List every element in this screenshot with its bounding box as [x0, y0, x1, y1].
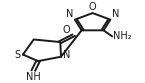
Text: S: S — [15, 50, 21, 60]
Text: NH₂: NH₂ — [113, 31, 132, 41]
Text: O: O — [62, 25, 70, 35]
Text: O: O — [89, 2, 96, 12]
Text: N: N — [66, 9, 73, 19]
Text: NH: NH — [26, 72, 41, 82]
Text: N: N — [63, 50, 70, 60]
Text: N: N — [112, 9, 119, 19]
